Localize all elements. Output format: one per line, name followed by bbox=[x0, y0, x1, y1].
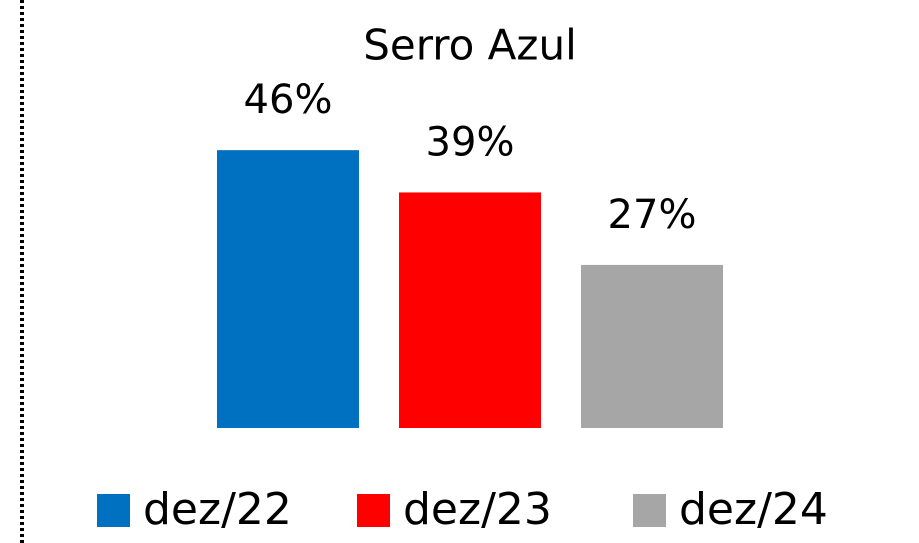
legend-swatch bbox=[633, 494, 666, 527]
legend-label: dez/23 bbox=[403, 484, 552, 535]
bar bbox=[217, 150, 359, 428]
legend-label: dez/22 bbox=[143, 484, 292, 535]
bar bbox=[581, 264, 723, 428]
legend-swatch bbox=[97, 494, 130, 527]
data-label: 46% bbox=[244, 77, 333, 123]
legend-swatch bbox=[357, 494, 390, 527]
legend-label: dez/24 bbox=[679, 484, 828, 535]
bar bbox=[399, 192, 541, 428]
data-label: 39% bbox=[426, 119, 515, 165]
chart-title: Serro Azul bbox=[363, 21, 577, 70]
data-label: 27% bbox=[608, 192, 697, 238]
